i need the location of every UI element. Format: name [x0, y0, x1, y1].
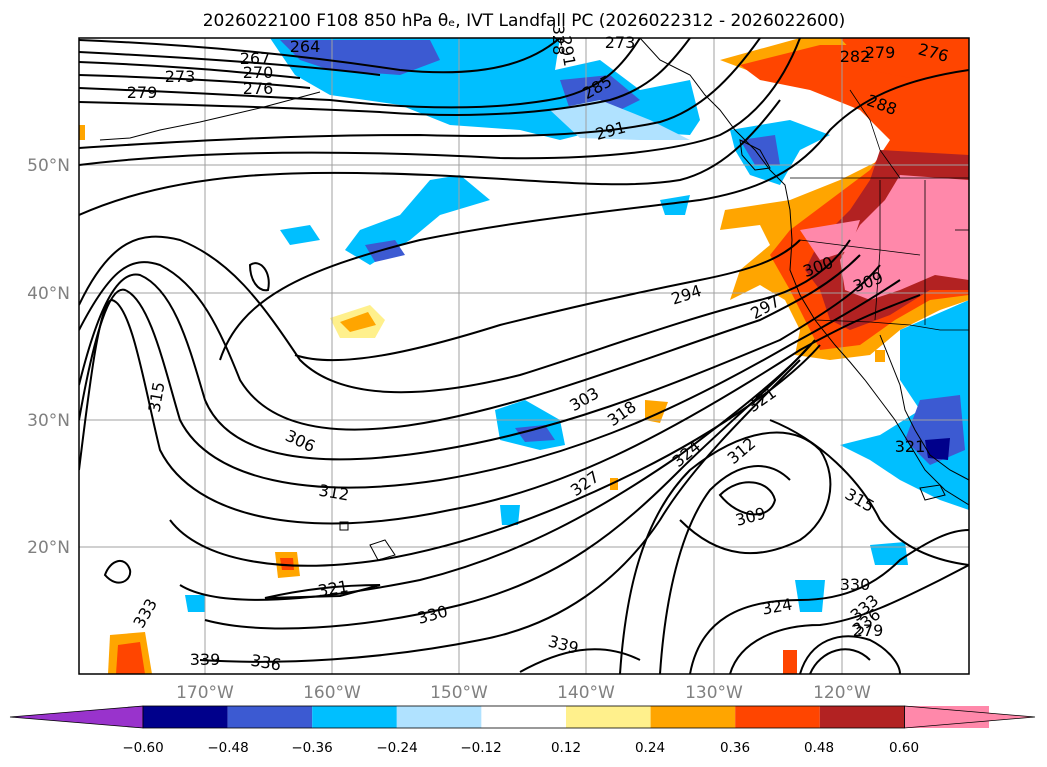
negative-region-south1	[870, 542, 908, 565]
positive-region-small2-core	[280, 558, 294, 570]
colorbar-tick-label: 0.24	[635, 740, 665, 756]
longitude-labels: 170°W 160°W 150°W 140°W 130°W 120°W	[176, 683, 871, 703]
colorbar-tick-label: −0.24	[376, 740, 417, 756]
contour-label: 270	[243, 63, 274, 82]
colorbar-extend-min	[9, 705, 144, 729]
lon-tick-label: 130°W	[685, 683, 743, 703]
colorbar-swatch	[227, 706, 313, 728]
positive-region-small3-core	[116, 642, 145, 674]
negative-region-south3	[500, 505, 520, 525]
positive-region-ne-top	[840, 38, 969, 80]
colorbar-swatch	[312, 706, 397, 728]
lon-tick-label: 160°W	[303, 683, 361, 703]
shaded-field	[79, 38, 969, 674]
contour-label: 321	[895, 437, 926, 456]
colorbar-swatch	[143, 706, 228, 728]
colorbar-swatch	[481, 706, 566, 728]
colorbar-swatch	[735, 706, 820, 728]
negative-region-north-core	[280, 40, 440, 75]
lon-tick-label: 120°W	[813, 683, 871, 703]
colorbar-tick-label: 0.60	[889, 740, 919, 756]
colorbar-outline	[142, 705, 905, 729]
colorbar: −0.60 −0.48 −0.36 −0.24 −0.12 0.12 0.24 …	[9, 705, 1036, 756]
contour-label: 339	[190, 650, 221, 669]
contour-label: 264	[290, 37, 321, 56]
colorbar-tick-label: 0.36	[720, 740, 750, 756]
colorbar-tick-label: −0.48	[207, 740, 248, 756]
colorbar-swatch	[396, 706, 482, 728]
contour-label: 279	[127, 83, 158, 102]
positive-region-pink2	[800, 220, 860, 260]
contour-label: 273	[165, 67, 196, 86]
map-title: 2026022100 F108 850 hPa θₑ, IVT Landfall…	[203, 11, 846, 31]
negative-region-south2	[795, 580, 825, 612]
contour-label: 282	[840, 47, 871, 66]
lon-tick-label: 170°W	[176, 683, 234, 703]
negative-region-mexico-core	[905, 395, 965, 465]
negative-region-mexico-deep	[925, 438, 950, 460]
colorbar-swatch	[566, 706, 651, 728]
colorbar-tick-label: −0.36	[291, 740, 332, 756]
positive-region-small1-core	[340, 312, 376, 332]
lat-tick-label: 50°N	[27, 156, 70, 176]
lon-tick-label: 140°W	[557, 683, 615, 703]
colorbar-labels: −0.60 −0.48 −0.36 −0.24 −0.12 0.12 0.24 …	[122, 740, 919, 756]
contour-label: 273	[605, 33, 636, 52]
contour-label: 276	[243, 79, 274, 98]
contour-label: 279	[853, 621, 884, 640]
lat-tick-label: 30°N	[27, 411, 70, 431]
negative-region-sub-core	[515, 425, 555, 442]
contour-label: 279	[865, 43, 896, 62]
negative-region-north-edge	[550, 100, 690, 140]
map-panel: 264 267 270 273 276 279 282 285 288 291 …	[78, 25, 970, 675]
colorbar-tick-label: −0.12	[460, 740, 501, 756]
positive-region-small7	[875, 350, 885, 362]
positive-region-west	[79, 125, 85, 140]
colorbar-swatch	[819, 706, 905, 728]
lat-tick-label: 20°N	[27, 538, 70, 558]
contour-label: 330	[840, 575, 871, 594]
positive-region-small5	[783, 650, 797, 674]
negative-region-bc	[730, 120, 830, 185]
positive-region-pink	[840, 175, 969, 300]
lat-tick-label: 40°N	[27, 284, 70, 304]
theta-e-contours	[79, 38, 969, 674]
negative-region-mid2	[280, 225, 320, 245]
negative-region-south4	[185, 595, 205, 612]
colorbar-tick-label: 0.48	[804, 740, 834, 756]
colorbar-tick-label: 0.12	[551, 740, 581, 756]
latitude-labels: 50°N 40°N 30°N 20°N	[27, 156, 70, 558]
negative-region-mid3	[660, 195, 690, 215]
colorbar-tick-label: −0.60	[122, 740, 163, 756]
coastlines	[99, 38, 969, 561]
map-frame	[78, 37, 970, 675]
contour-label: 328	[549, 25, 568, 56]
colorbar-swatch	[650, 706, 736, 728]
contour-label: 267	[240, 49, 271, 68]
colorbar-swatches	[9, 705, 1036, 729]
lon-tick-label: 150°W	[430, 683, 488, 703]
